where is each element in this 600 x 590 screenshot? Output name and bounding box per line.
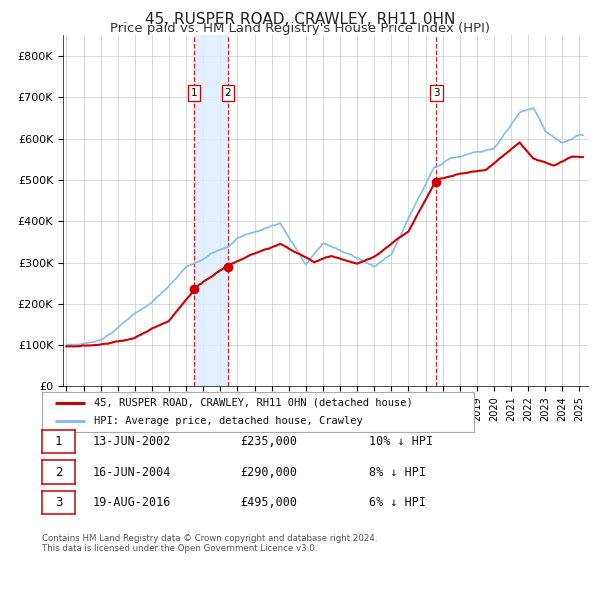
Text: 2: 2 bbox=[55, 466, 62, 478]
Bar bbox=[194, 35, 228, 386]
Text: 16-JUN-2004: 16-JUN-2004 bbox=[93, 466, 172, 478]
Text: Contains HM Land Registry data © Crown copyright and database right 2024.: Contains HM Land Registry data © Crown c… bbox=[42, 534, 377, 543]
Text: 6% ↓ HPI: 6% ↓ HPI bbox=[369, 496, 426, 509]
Text: 2: 2 bbox=[225, 88, 232, 99]
Text: 3: 3 bbox=[433, 88, 440, 99]
Text: 8% ↓ HPI: 8% ↓ HPI bbox=[369, 466, 426, 478]
Text: 19-AUG-2016: 19-AUG-2016 bbox=[93, 496, 172, 509]
Text: 10% ↓ HPI: 10% ↓ HPI bbox=[369, 435, 433, 448]
Text: Price paid vs. HM Land Registry's House Price Index (HPI): Price paid vs. HM Land Registry's House … bbox=[110, 22, 490, 35]
Text: 3: 3 bbox=[55, 496, 62, 509]
Text: 1: 1 bbox=[191, 88, 197, 99]
Text: 45, RUSPER ROAD, CRAWLEY, RH11 0HN (detached house): 45, RUSPER ROAD, CRAWLEY, RH11 0HN (deta… bbox=[94, 398, 413, 408]
Text: £495,000: £495,000 bbox=[240, 496, 297, 509]
Text: 1: 1 bbox=[55, 435, 62, 448]
Text: 45, RUSPER ROAD, CRAWLEY, RH11 0HN: 45, RUSPER ROAD, CRAWLEY, RH11 0HN bbox=[145, 12, 455, 27]
Text: £290,000: £290,000 bbox=[240, 466, 297, 478]
Text: HPI: Average price, detached house, Crawley: HPI: Average price, detached house, Craw… bbox=[94, 415, 362, 425]
Text: This data is licensed under the Open Government Licence v3.0.: This data is licensed under the Open Gov… bbox=[42, 544, 317, 553]
Text: 13-JUN-2002: 13-JUN-2002 bbox=[93, 435, 172, 448]
Text: £235,000: £235,000 bbox=[240, 435, 297, 448]
